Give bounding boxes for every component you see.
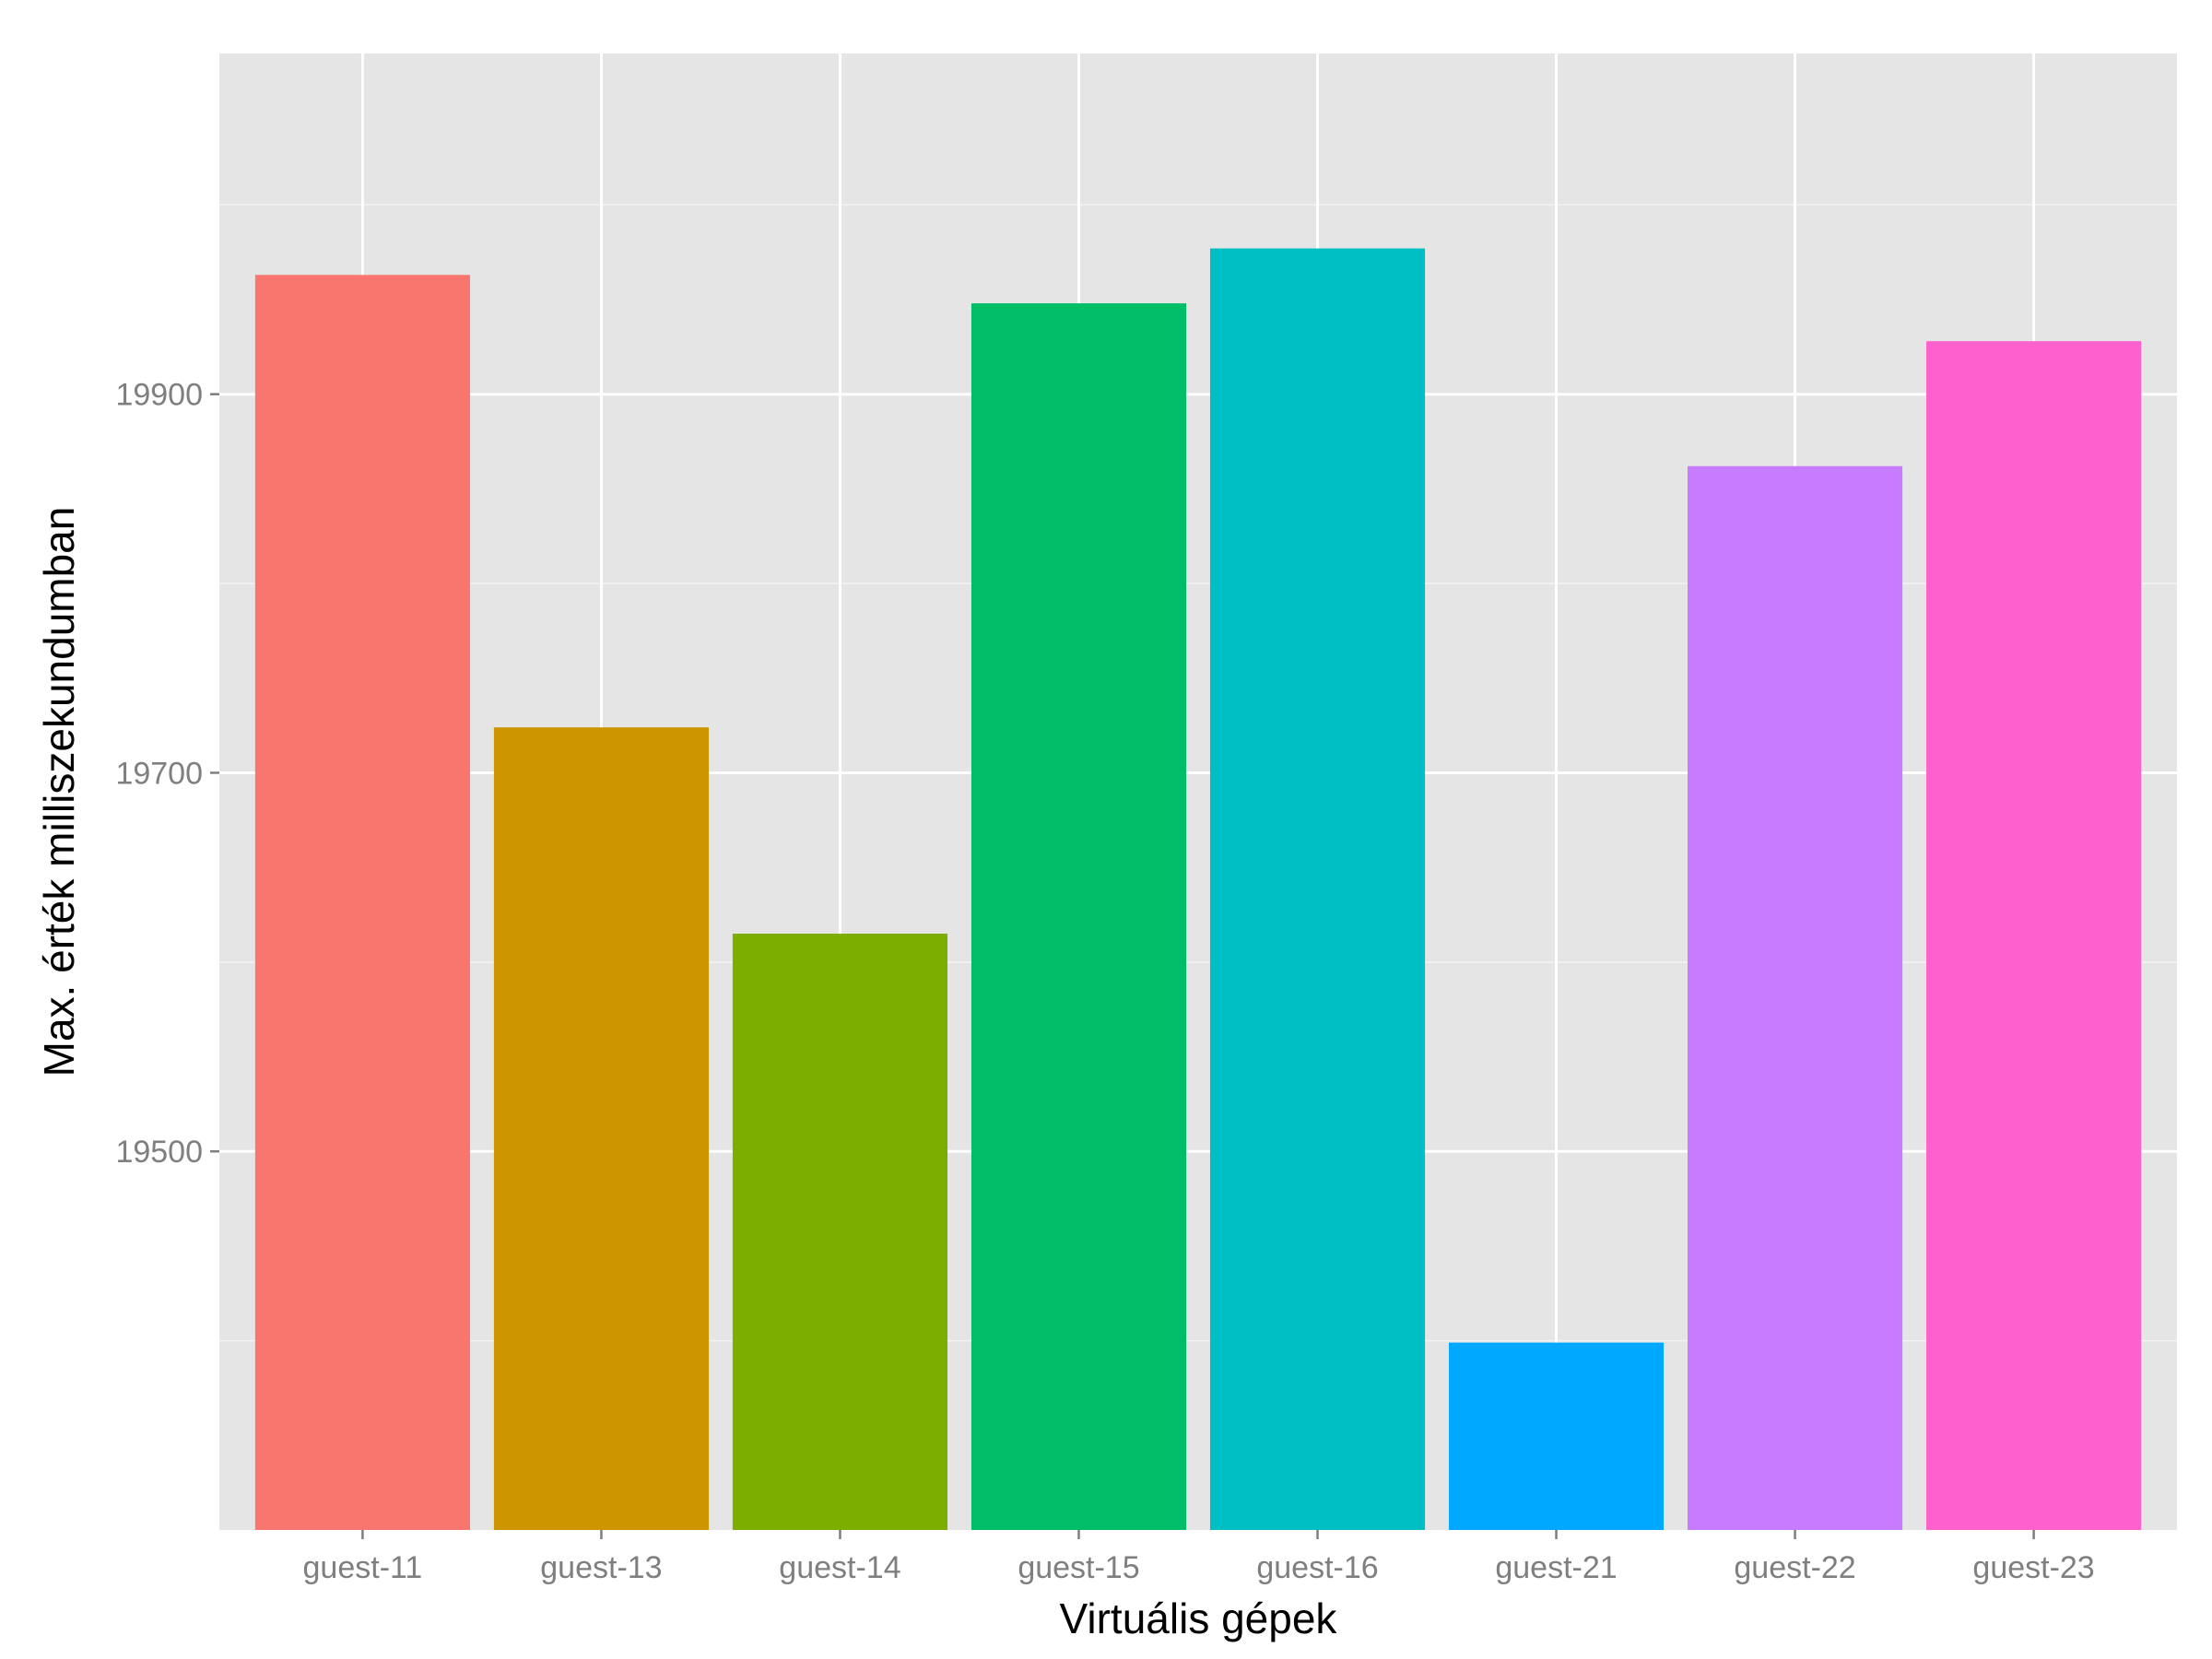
x-tick-label: guest-14 xyxy=(779,1550,900,1585)
x-axis-title: Virtuális gépek xyxy=(1060,1594,1338,1642)
y-tick-label: 19500 xyxy=(115,1135,203,1170)
x-tick-label: guest-16 xyxy=(1256,1550,1378,1585)
x-tick-label: guest-21 xyxy=(1495,1550,1617,1585)
bar-guest-23 xyxy=(1926,341,2142,1531)
axis-ticks xyxy=(210,393,2035,1539)
bar-guest-21 xyxy=(1448,1342,1665,1530)
y-tick-labels: 19500 19700 19900 xyxy=(115,378,203,1171)
x-tick-labels: guest-11 guest-13 guest-14 guest-15 guest-16… xyxy=(303,1550,2095,1585)
bars xyxy=(254,248,2142,1531)
bar-guest-16 xyxy=(1209,248,1426,1530)
x-tick-label: guest-22 xyxy=(1734,1550,1855,1585)
y-tick-label: 19700 xyxy=(115,756,203,791)
bar-guest-13 xyxy=(493,727,709,1530)
bar-guest-22 xyxy=(1688,465,1903,1530)
bar-guest-11 xyxy=(254,275,470,1530)
bar-guest-14 xyxy=(732,934,948,1530)
y-tick-label: 19900 xyxy=(115,378,203,413)
bar-guest-15 xyxy=(971,303,1187,1531)
y-axis-title: Max. érték milliszekundumban xyxy=(35,507,83,1077)
x-tick-label: guest-11 xyxy=(303,1550,423,1585)
x-tick-label: guest-23 xyxy=(1972,1550,2094,1585)
x-tick-label: guest-13 xyxy=(540,1550,662,1585)
x-tick-label: guest-15 xyxy=(1018,1550,1139,1585)
